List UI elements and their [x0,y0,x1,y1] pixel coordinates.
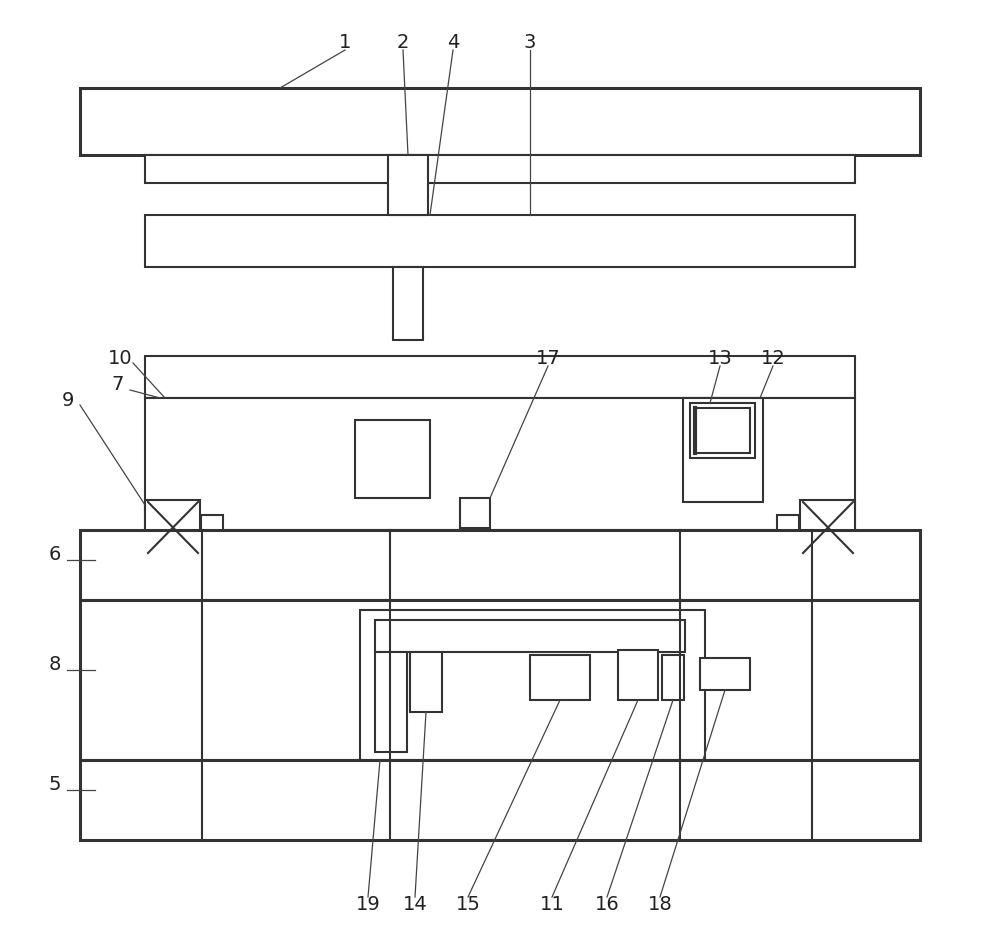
Text: 6: 6 [49,545,61,565]
Bar [690,403,755,458]
Text: 5: 5 [49,775,61,795]
Bar [145,500,200,555]
Bar [530,655,590,700]
Text: 10: 10 [108,349,132,368]
Bar [695,408,750,453]
Text: 9: 9 [62,390,74,409]
Bar [145,398,855,530]
Bar [201,515,223,543]
Text: 2: 2 [397,32,409,52]
Bar [393,267,423,340]
Bar [80,88,920,155]
Bar [375,652,407,752]
Bar [360,610,705,760]
Text: 18: 18 [648,896,672,915]
Bar [80,530,920,600]
Text: 15: 15 [456,896,480,915]
Bar [683,398,763,502]
Bar [80,600,920,760]
Bar [777,515,799,543]
Text: 3: 3 [524,32,536,52]
Text: 14: 14 [403,896,427,915]
Bar [145,215,855,267]
Text: 11: 11 [540,896,564,915]
Text: 16: 16 [595,896,619,915]
Bar [375,620,685,652]
Text: 7: 7 [112,375,124,394]
Bar [145,356,855,398]
Bar [80,760,920,840]
Text: 8: 8 [49,655,61,674]
Bar [800,500,855,555]
Bar [145,155,855,183]
Text: 19: 19 [356,896,380,915]
Bar [410,652,442,712]
Text: 4: 4 [447,32,459,52]
Text: 17: 17 [536,349,560,368]
Bar [388,155,428,215]
Bar [460,498,490,528]
Bar [700,658,750,690]
Text: 1: 1 [339,32,351,52]
Bar [355,420,430,498]
Text: 13: 13 [708,349,732,368]
Bar [662,655,684,700]
Bar [618,650,658,700]
Text: 12: 12 [761,349,785,368]
